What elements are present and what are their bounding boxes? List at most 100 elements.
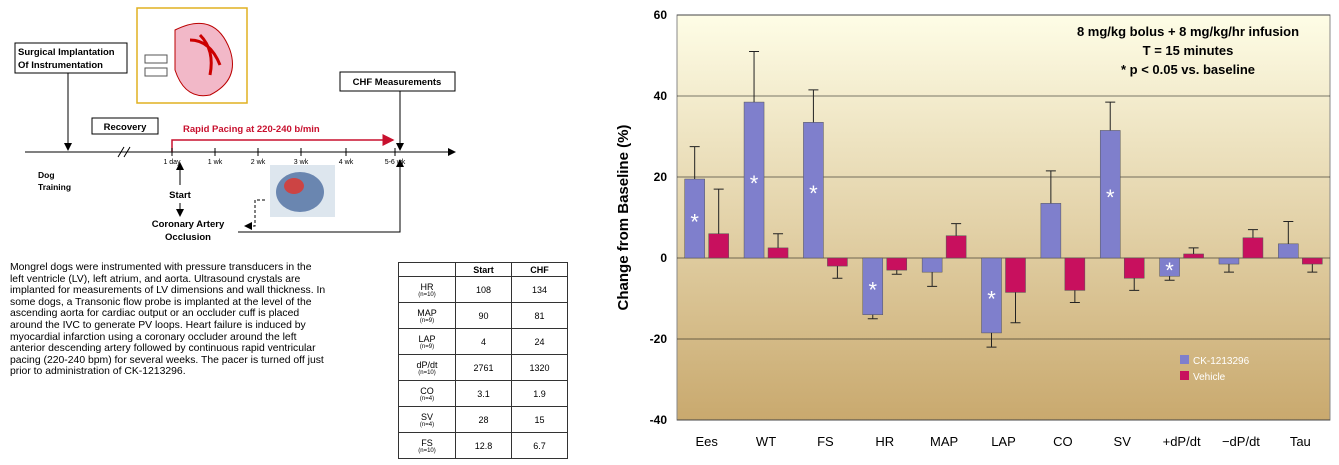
sample-size: (n=4) — [399, 422, 455, 428]
cell: 108 — [456, 277, 512, 303]
bar — [827, 258, 847, 266]
bar — [1184, 254, 1204, 258]
bar — [1278, 244, 1298, 258]
bar — [946, 236, 966, 258]
x-tick-label: Ees — [695, 434, 718, 449]
recovery-label: Recovery — [104, 122, 147, 133]
cell: 81 — [512, 303, 568, 329]
bar — [1006, 258, 1026, 292]
significance-marker: * — [987, 286, 996, 311]
training-label: DogTraining — [38, 170, 71, 192]
photo — [284, 178, 304, 194]
sample-size: (n=10) — [399, 448, 455, 454]
row-label: LAP(n=9) — [399, 329, 456, 355]
significance-marker: * — [750, 171, 759, 196]
x-tick-label: SV — [1114, 434, 1132, 449]
timeline-label: 5-6 wk — [385, 159, 406, 166]
pacing-arrow — [172, 140, 393, 152]
row-label: FS(n=10) — [399, 433, 456, 459]
cell: 1.9 — [512, 381, 568, 407]
bar — [922, 258, 942, 272]
x-tick-label: CO — [1053, 434, 1073, 449]
timeline-label: 1 day — [163, 159, 181, 166]
significance-marker: * — [690, 210, 699, 235]
occlusion-label: Coronary ArteryOcclusion — [152, 219, 225, 243]
timeline-label: 2 wk — [251, 159, 266, 166]
y-tick-label: 40 — [654, 89, 668, 103]
cell: 28 — [456, 407, 512, 433]
x-tick-label: MAP — [930, 434, 958, 449]
cell: 24 — [512, 329, 568, 355]
cell: 3.1 — [456, 381, 512, 407]
sample-size: (n=10) — [399, 370, 455, 376]
significance-marker: * — [809, 181, 818, 206]
header-cell: Start — [456, 263, 512, 277]
cell: 15 — [512, 407, 568, 433]
annotation: T = 15 minutes — [1143, 43, 1234, 58]
cell: 134 — [512, 277, 568, 303]
x-tick-label: WT — [756, 434, 776, 449]
cell: 12.8 — [456, 433, 512, 459]
header-cell — [399, 263, 456, 277]
timeline-label: 4 wk — [339, 159, 354, 166]
significance-marker: * — [1106, 185, 1115, 210]
description: Mongrel dogs were instrumented with pres… — [10, 262, 328, 378]
timeline-label: 1 wk — [208, 159, 223, 166]
legend-swatch — [1180, 371, 1189, 380]
x-tick-label: FS — [817, 434, 834, 449]
bar — [1065, 258, 1085, 290]
bar — [768, 248, 788, 258]
bar — [1302, 258, 1322, 264]
y-tick-label: -40 — [650, 413, 668, 427]
sample-size: (n=9) — [399, 318, 455, 324]
y-tick-label: 0 — [660, 251, 667, 265]
cell: 6.7 — [512, 433, 568, 459]
legend-label: CK-1213296 — [1193, 356, 1250, 367]
bar — [887, 258, 907, 270]
row-label: HR(n=10) — [399, 277, 456, 303]
bar — [1041, 203, 1061, 258]
bar — [709, 234, 729, 258]
page: {"diagram": {"surgical": "Surgical Impla… — [0, 0, 1339, 465]
measure: FS — [421, 438, 433, 448]
row-label: dP/dt(n=10) — [399, 355, 456, 381]
bar — [1219, 258, 1239, 264]
cell: 2761 — [456, 355, 512, 381]
y-axis-label: Change from Baseline (%) — [615, 125, 632, 311]
x-tick-label: −dP/dt — [1222, 434, 1260, 449]
chf-label: CHF Measurements — [353, 77, 442, 88]
measure: LAP — [418, 334, 435, 344]
measure: HR — [421, 282, 434, 292]
dashed-arrow — [245, 200, 265, 226]
row-label: CO(n=4) — [399, 381, 456, 407]
cell: 4 — [456, 329, 512, 355]
x-tick-label: HR — [875, 434, 894, 449]
sample-size: (n=9) — [399, 344, 455, 350]
pacing-label: Rapid Pacing at 220-240 b/min — [183, 124, 320, 135]
heart-drawing — [145, 68, 167, 76]
sample-size: (n=4) — [399, 396, 455, 402]
annotation: 8 mg/kg bolus + 8 mg/kg/hr infusion — [1077, 24, 1299, 39]
row-label: SV(n=4) — [399, 407, 456, 433]
x-tick-label: LAP — [991, 434, 1016, 449]
measure: CO — [420, 386, 434, 396]
legend-swatch — [1180, 355, 1189, 364]
bar — [1124, 258, 1144, 278]
header-cell: CHF — [512, 263, 568, 277]
bar — [1243, 238, 1263, 258]
cell: 90 — [456, 303, 512, 329]
annotation: * p < 0.05 vs. baseline — [1121, 62, 1255, 77]
row-label: MAP(n=9) — [399, 303, 456, 329]
start-label: Start — [169, 190, 191, 201]
timeline-label: 3 wk — [294, 159, 309, 166]
cell: 1320 — [512, 355, 568, 381]
significance-marker: * — [868, 277, 877, 302]
significance-marker: * — [1165, 258, 1174, 283]
legend-label: Vehicle — [1193, 372, 1226, 383]
x-tick-label: +dP/dt — [1163, 434, 1201, 449]
y-tick-label: -20 — [650, 332, 668, 346]
y-tick-label: 20 — [654, 170, 668, 184]
